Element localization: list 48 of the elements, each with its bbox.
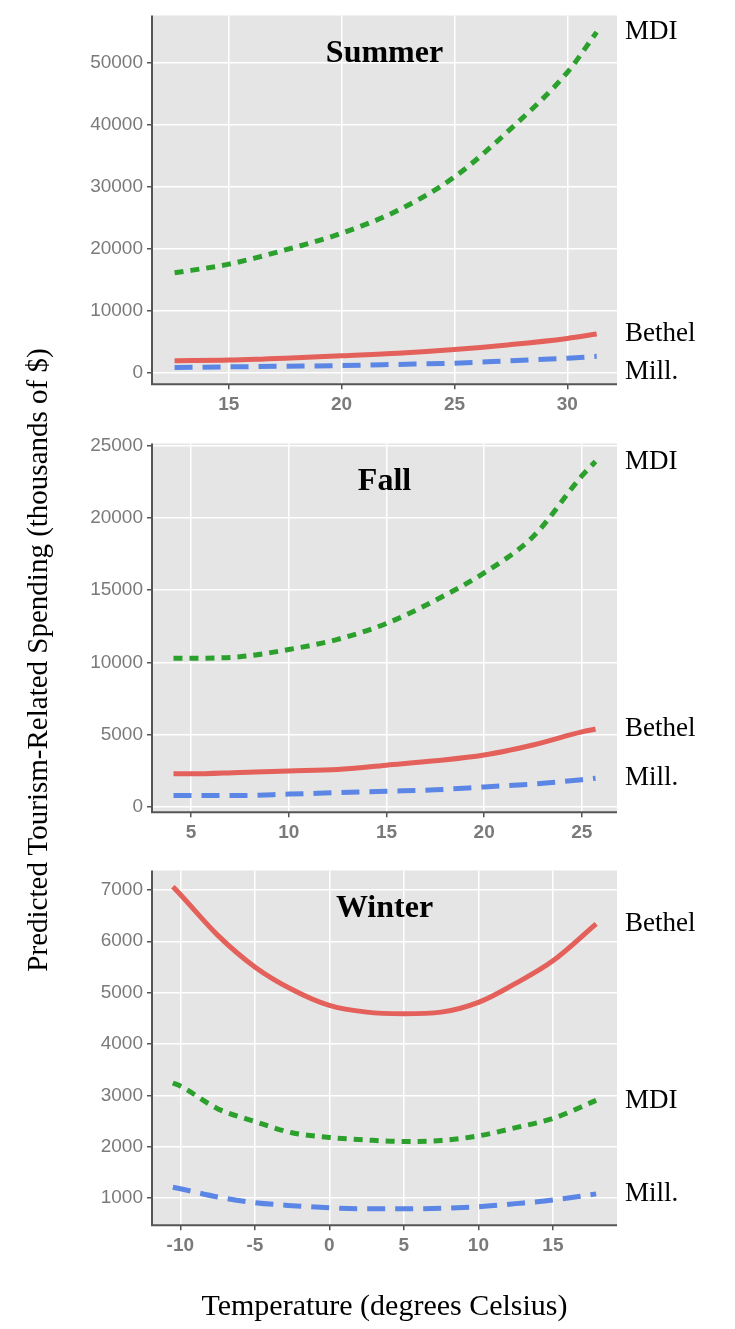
y-tick-label: 7000 <box>100 878 143 900</box>
y-tick-label: 3000 <box>100 1083 143 1105</box>
x-axis-title: Temperature (degrees Celsius) <box>201 1287 568 1322</box>
series-label: Mill. <box>625 761 679 792</box>
text: Summer <box>325 32 444 69</box>
series-label: MDI <box>625 444 678 475</box>
y-tick-label: 30000 <box>90 175 143 197</box>
y-tick-label: 20000 <box>90 236 143 258</box>
x-tick-label: 10 <box>278 820 300 842</box>
series-label: Bethel <box>625 712 696 743</box>
x-tick-label: -10 <box>166 1233 195 1255</box>
text: Fall <box>357 460 412 497</box>
y-tick-label: 0 <box>132 795 143 817</box>
y-tick-label: 2000 <box>100 1134 143 1156</box>
x-tick-label: 5 <box>185 820 197 842</box>
x-tick-label: 20 <box>331 392 353 414</box>
series-label: Bethel <box>625 317 696 348</box>
y-tick-label: 5000 <box>100 980 143 1002</box>
x-tick-label: 20 <box>473 820 495 842</box>
y-tick-label: 10000 <box>90 298 143 320</box>
y-tick-label: 1000 <box>100 1186 143 1208</box>
series-label: Mill. <box>625 1176 679 1207</box>
y-tick-label: 10000 <box>90 650 143 672</box>
y-tick-label: 50000 <box>90 51 143 73</box>
x-tick-label: 5 <box>398 1233 410 1255</box>
x-tick-label: 25 <box>443 392 466 414</box>
series-label: Mill. <box>625 355 679 386</box>
y-axis-title: Predicted Tourism-Related Spending (thousands of $) <box>20 348 54 972</box>
y-tick-label: 5000 <box>100 723 143 745</box>
x-tick-label: 10 <box>467 1233 489 1255</box>
x-tick-label: 15 <box>218 392 240 414</box>
series-label: Bethel <box>625 906 696 937</box>
series-label: MDI <box>625 15 678 46</box>
x-tick-label: -5 <box>246 1233 264 1255</box>
y-tick-label: 15000 <box>90 578 143 600</box>
x-tick-label: 25 <box>571 820 593 842</box>
y-tick-label: 40000 <box>90 113 143 135</box>
text: Winter <box>335 887 434 924</box>
y-tick-label: 6000 <box>100 929 143 951</box>
x-tick-label: 0 <box>324 1233 335 1255</box>
y-tick-label: 0 <box>132 360 143 382</box>
y-tick-label: 20000 <box>90 506 143 528</box>
x-tick-label: 15 <box>542 1233 564 1255</box>
x-tick-label: 30 <box>556 392 578 414</box>
y-tick-label: 4000 <box>100 1032 143 1054</box>
series-label: MDI <box>625 1083 678 1114</box>
y-tick-label: 25000 <box>90 433 143 455</box>
x-tick-label: 15 <box>375 820 398 842</box>
